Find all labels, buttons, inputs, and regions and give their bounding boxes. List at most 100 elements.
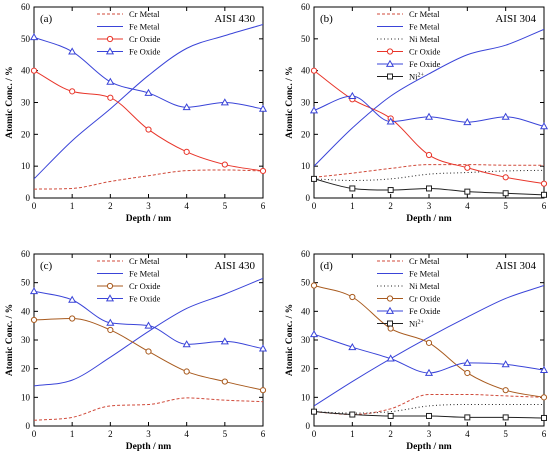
data-point-fe-oxide [68, 47, 77, 55]
data-point-cr-oxide [502, 174, 509, 181]
series-line-fe-metal [314, 285, 544, 407]
data-point-fe-oxide [424, 112, 434, 120]
data-point-cr-oxide [259, 387, 267, 394]
y-tick-label: 50 [301, 278, 311, 288]
y-tick-label: 40 [21, 306, 31, 316]
data-point-fe-oxide [29, 287, 39, 295]
y-tick-label: 50 [21, 278, 31, 288]
y-axis-title: Atomic Conc. / % [285, 66, 295, 138]
legend-label: Ni2+ [409, 319, 425, 329]
data-point-fe-oxide [258, 344, 268, 352]
data-point-cr-oxide [540, 394, 548, 401]
x-tick-label: 2 [388, 429, 393, 439]
x-axis-title: Depth / nm [126, 442, 171, 452]
panel-label: (d) [320, 260, 333, 272]
data-point-cr-oxide [69, 88, 76, 95]
y-tick-label: 0 [306, 193, 311, 203]
data-point-cr-oxide [107, 326, 114, 334]
x-tick-label: 5 [223, 429, 228, 439]
legend-label: Fe Oxide [409, 306, 441, 316]
legend-label: Cr Oxide [129, 34, 161, 44]
data-point-cr-oxide [107, 94, 114, 101]
data-point-cr-oxide [425, 339, 433, 346]
data-point-fe-oxide [386, 354, 395, 362]
legend-marker [387, 320, 393, 327]
data-point-fe-oxide [182, 103, 191, 111]
legend-label: Ni Metal [409, 34, 440, 44]
legend: Cr Metal Fe Metal Ni Metal Cr Oxide Fe Oxide… [377, 256, 441, 329]
data-point-fe-oxide [424, 368, 434, 376]
y-tick-label: 40 [301, 306, 311, 316]
x-tick-label: 0 [312, 201, 317, 211]
series-line-cr-metal [314, 393, 544, 416]
data-point-fe-oxide [501, 112, 510, 120]
data-point-fe-oxide [348, 91, 357, 100]
series-line-cr-oxide [34, 70, 263, 172]
x-tick-label: 0 [32, 429, 37, 439]
data-point-cr-oxide [145, 348, 152, 355]
data-point-fe-oxide [106, 318, 115, 326]
data-point-ni2plus [464, 188, 471, 195]
x-tick-label: 6 [542, 429, 547, 439]
data-point-ni2plus [502, 414, 509, 421]
x-tick-label: 3 [146, 429, 151, 439]
panel-label: (a) [40, 13, 53, 25]
legend-marker [106, 35, 114, 43]
legend-marker [105, 294, 115, 302]
x-tick-label: 2 [388, 201, 393, 211]
y-axis-title: Atomic Conc. / % [5, 304, 15, 376]
y-tick-label: 10 [21, 161, 31, 171]
x-axis-title: Depth / nm [406, 442, 451, 452]
series-line-ni-metal [314, 404, 544, 414]
y-tick-label: 50 [21, 34, 31, 44]
data-point-fe-oxide [144, 321, 153, 329]
y-tick-label: 60 [301, 2, 311, 12]
data-point-cr-oxide [30, 67, 38, 74]
x-tick-label: 2 [108, 201, 113, 211]
series-line-cr-metal [34, 397, 263, 421]
x-tick-label: 1 [70, 429, 75, 439]
y-tick-label: 20 [21, 129, 31, 139]
x-tick-label: 1 [350, 201, 355, 211]
data-point-ni2plus [387, 187, 394, 194]
y-tick-label: 0 [26, 421, 31, 431]
data-point-ni2plus [464, 414, 471, 421]
data-point-ni2plus [349, 185, 356, 192]
y-axis-title: Atomic Conc. / % [285, 304, 295, 376]
x-axis-title: Depth / nm [126, 214, 171, 224]
data-point-fe-oxide [386, 117, 395, 125]
data-point-cr-oxide [30, 316, 38, 324]
data-point-cr-oxide [464, 369, 471, 377]
data-point-cr-oxide [69, 315, 76, 322]
legend-label: Fe Metal [129, 22, 160, 32]
data-point-fe-oxide [309, 330, 319, 338]
x-tick-label: 6 [542, 201, 547, 211]
y-tick-label: 20 [301, 129, 311, 139]
y-tick-label: 60 [21, 249, 31, 259]
legend-label: Fe Metal [409, 22, 440, 32]
x-tick-label: 4 [465, 429, 470, 439]
data-point-fe-oxide [29, 33, 39, 41]
legend-label: Cr Oxide [409, 47, 441, 57]
series-line-ni-metal [314, 169, 544, 181]
x-tick-label: 0 [32, 201, 37, 211]
data-point-fe-oxide [539, 365, 549, 373]
data-point-cr-oxide [502, 387, 509, 394]
x-tick-label: 2 [108, 429, 113, 439]
series-line-fe-oxide [314, 95, 544, 127]
material-label: AISI 304 [495, 13, 536, 25]
data-point-fe-oxide [68, 295, 77, 303]
x-tick-label: 4 [184, 429, 189, 439]
data-point-ni2plus [541, 414, 547, 421]
x-tick-label: 3 [427, 201, 432, 211]
x-tick-label: 5 [223, 201, 228, 211]
panel-label: (c) [40, 260, 53, 272]
material-label: AISI 430 [214, 13, 255, 25]
data-point-ni2plus [426, 185, 432, 192]
legend-label: Ni Metal [409, 281, 440, 291]
legend-marker [385, 306, 395, 314]
